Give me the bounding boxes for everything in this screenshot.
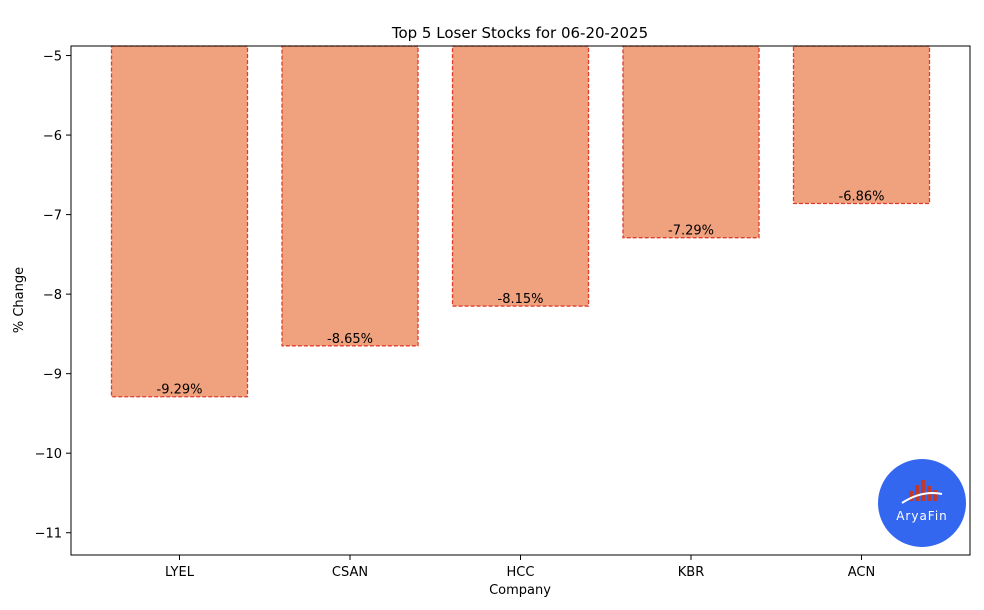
bars-group: -9.29% -8.65% -8.15% -7.29% -6.86% [110, 45, 931, 398]
chart-title: Top 5 Loser Stocks for 06-20-2025 [391, 24, 648, 42]
y-tick-label: −8 [43, 288, 62, 303]
y-tick-label: −7 [43, 209, 62, 224]
y-axis-label: % Change [12, 267, 27, 333]
y-tick-label: −6 [43, 129, 62, 144]
y-tick-label: −11 [35, 527, 62, 542]
y-tick-label: −10 [35, 447, 62, 462]
logo-circle [878, 459, 966, 547]
y-tick-label: −5 [43, 50, 62, 65]
x-axis: LYEL CSAN HCC KBR ACN [165, 555, 875, 580]
bar-value-label: -8.65% [327, 332, 373, 347]
bar-hcc [451, 45, 590, 307]
bar-lyel [110, 45, 249, 398]
logo-text: AryaFin [896, 509, 948, 523]
bar-value-label: -8.15% [498, 292, 544, 307]
bar-value-label: -7.29% [668, 224, 714, 239]
x-tick-label: HCC [507, 565, 535, 580]
logo-bars-icon [901, 480, 943, 504]
bar-value-label: -6.86% [839, 189, 885, 204]
x-tick-label: ACN [848, 565, 875, 580]
x-tick-label: KBR [678, 565, 704, 580]
x-axis-label: Company [489, 583, 551, 598]
y-axis: −5 −6 −7 −8 −9 −10 −11 [35, 50, 71, 542]
bar-csan [281, 45, 419, 347]
bar-kbr [622, 45, 760, 239]
x-tick-label: LYEL [165, 565, 195, 580]
aryafin-logo: AryaFin [878, 459, 966, 547]
x-tick-label: CSAN [332, 565, 368, 580]
y-tick-label: −9 [43, 368, 62, 383]
bar-value-label: -9.29% [157, 383, 203, 398]
bar-acn [792, 45, 931, 205]
